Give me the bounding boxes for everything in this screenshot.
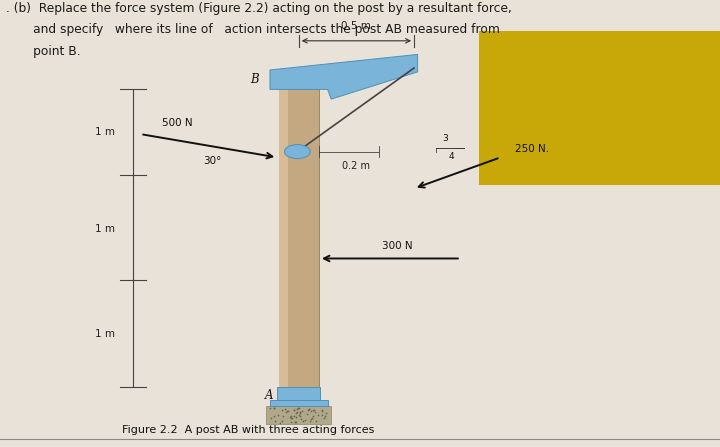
- Text: 1 m: 1 m: [95, 329, 115, 339]
- Point: [294, 409, 306, 416]
- Bar: [266, 406, 331, 424]
- Point: [297, 417, 309, 424]
- Point: [280, 409, 292, 416]
- Point: [269, 417, 281, 425]
- Text: A: A: [265, 389, 274, 402]
- Point: [274, 419, 286, 426]
- Point: [281, 408, 292, 415]
- Point: [289, 418, 300, 426]
- Point: [302, 406, 314, 413]
- Point: [293, 404, 305, 411]
- Point: [290, 418, 302, 426]
- Point: [268, 412, 279, 419]
- Text: B: B: [251, 72, 259, 85]
- Bar: [279, 89, 288, 387]
- Point: [292, 405, 304, 412]
- Point: [318, 414, 329, 422]
- Point: [269, 404, 280, 411]
- Point: [291, 410, 302, 417]
- Point: [282, 408, 294, 415]
- Point: [319, 413, 330, 420]
- Point: [289, 418, 301, 426]
- Point: [269, 404, 280, 411]
- Text: 4: 4: [449, 152, 454, 161]
- Point: [286, 419, 297, 426]
- Point: [317, 407, 328, 414]
- Point: [307, 407, 319, 414]
- Text: Figure 2.2  A post AB with three acting forces: Figure 2.2 A post AB with three acting f…: [122, 426, 374, 435]
- Point: [264, 405, 276, 412]
- Polygon shape: [270, 55, 418, 99]
- Point: [317, 412, 328, 419]
- Point: [279, 406, 291, 413]
- Text: 0.5 m: 0.5 m: [341, 21, 372, 31]
- Text: 1 m: 1 m: [95, 224, 115, 234]
- Text: 30°: 30°: [203, 156, 222, 166]
- Text: 500 N: 500 N: [162, 118, 193, 128]
- Point: [289, 412, 300, 419]
- Point: [306, 408, 318, 415]
- Text: 250 N.: 250 N.: [515, 143, 549, 153]
- Text: 300 N: 300 N: [382, 241, 413, 252]
- Point: [288, 406, 300, 413]
- Point: [307, 413, 318, 420]
- Text: 0.2 m: 0.2 m: [343, 161, 370, 171]
- Point: [288, 406, 300, 413]
- Point: [310, 417, 322, 424]
- Point: [308, 407, 320, 414]
- Point: [286, 413, 297, 420]
- Point: [293, 412, 305, 419]
- Point: [276, 407, 287, 414]
- Text: 3: 3: [442, 134, 448, 143]
- Point: [292, 405, 303, 413]
- Point: [277, 412, 289, 419]
- Point: [320, 410, 332, 417]
- Circle shape: [284, 144, 310, 159]
- Bar: [479, 31, 720, 185]
- Point: [305, 417, 316, 424]
- Point: [317, 407, 328, 414]
- Text: 1 m: 1 m: [95, 127, 115, 137]
- Bar: [270, 401, 328, 406]
- Point: [295, 416, 307, 423]
- Text: and specify   where its line of   action intersects the post AB measured from: and specify where its line of action int…: [6, 23, 500, 36]
- Point: [294, 412, 306, 419]
- Point: [290, 414, 302, 421]
- Point: [301, 411, 312, 418]
- Point: [291, 409, 302, 416]
- Point: [296, 407, 307, 414]
- Text: . (b)  Replace the force system (Figure 2.2) acting on the post by a resultant f: . (b) Replace the force system (Figure 2…: [6, 2, 512, 15]
- Point: [303, 406, 315, 413]
- Point: [286, 414, 297, 422]
- Point: [284, 413, 296, 421]
- Point: [285, 415, 297, 422]
- Point: [312, 412, 324, 419]
- Point: [305, 416, 317, 423]
- Point: [299, 417, 310, 424]
- Point: [276, 417, 288, 424]
- Point: [272, 411, 284, 418]
- Point: [309, 409, 320, 416]
- Bar: [279, 89, 319, 387]
- Bar: [277, 387, 320, 401]
- Point: [306, 414, 318, 422]
- Point: [303, 405, 315, 412]
- Text: point B.: point B.: [6, 45, 81, 58]
- Point: [266, 414, 277, 422]
- Point: [294, 409, 306, 417]
